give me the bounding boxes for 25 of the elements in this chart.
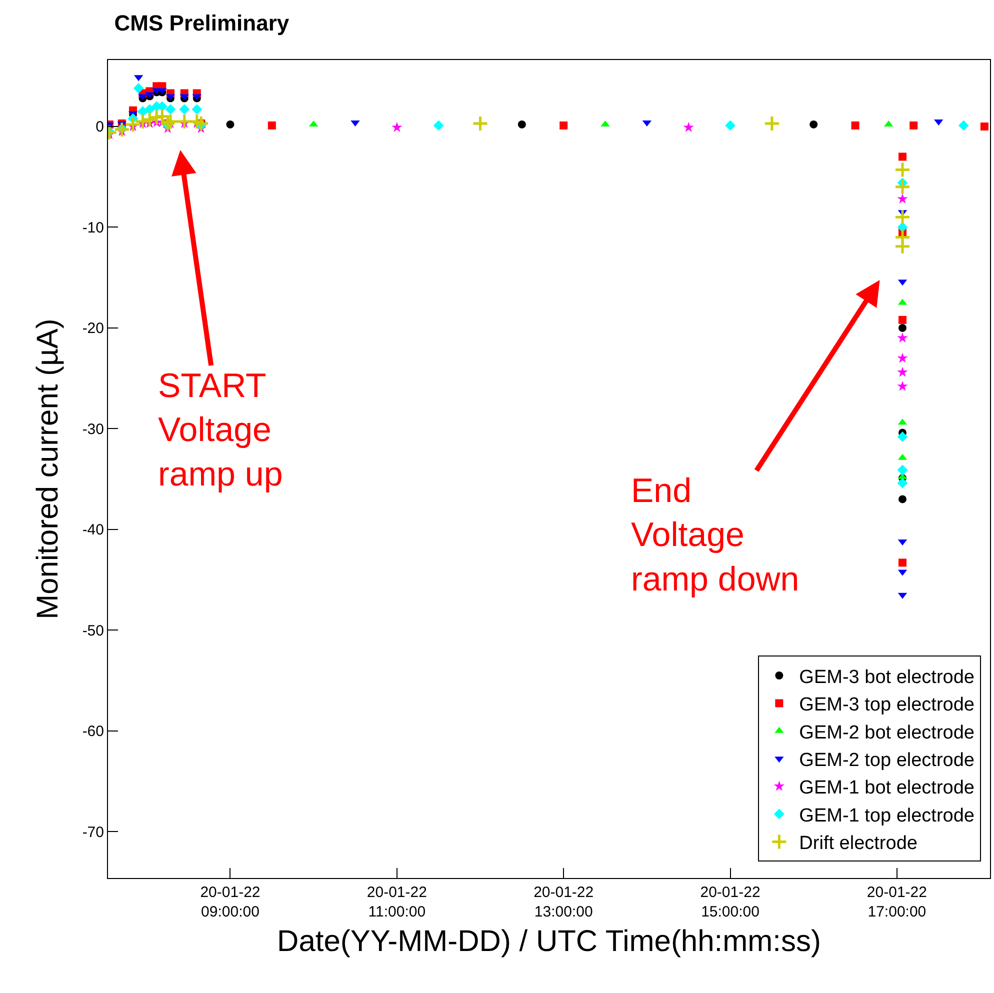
x-axis-title: Date(YY-MM-DD) / UTC Time(hh:mm:ss) bbox=[277, 925, 821, 958]
y-tick-label: -50 bbox=[82, 622, 104, 640]
x-tick-label: 20-01-22 11:00:00 bbox=[366, 884, 427, 920]
legend-label: GEM-3 top electrode bbox=[799, 694, 974, 716]
x-tick-label: 20-01-22 15:00:00 bbox=[700, 884, 760, 920]
x-tick-label: 20-01-22 09:00:00 bbox=[200, 884, 260, 920]
x-tick-label: 20-01-22 17:00:00 bbox=[866, 884, 927, 920]
y-tick-label: -40 bbox=[82, 522, 104, 539]
chart-title: CMS Preliminary bbox=[114, 10, 290, 36]
y-tick-label: -60 bbox=[82, 723, 104, 740]
x-tick-label: 20-01-22 13:00:00 bbox=[534, 884, 594, 920]
y-tick-label: 0 bbox=[96, 118, 104, 136]
legend-label: GEM-1 top electrode bbox=[799, 805, 974, 826]
y-tick-label: -20 bbox=[82, 320, 104, 338]
y-axis-title: Monitored current (µA) bbox=[31, 318, 64, 620]
legend-label: GEM-1 bot electrode bbox=[799, 778, 974, 799]
legend-label: GEM-2 bot electrode bbox=[799, 722, 974, 744]
legend-label: GEM-2 top electrode bbox=[799, 750, 974, 771]
y-tick-label: -10 bbox=[82, 219, 104, 236]
annotation: START Voltage ramp up bbox=[158, 367, 283, 494]
legend-label: GEM-3 bot electrode bbox=[799, 666, 974, 688]
legend-label: Drift electrode bbox=[799, 833, 918, 854]
y-tick-label: -30 bbox=[82, 420, 104, 438]
annotation: End Voltage ramp down bbox=[631, 472, 800, 598]
y-tick-label: -70 bbox=[82, 824, 104, 841]
